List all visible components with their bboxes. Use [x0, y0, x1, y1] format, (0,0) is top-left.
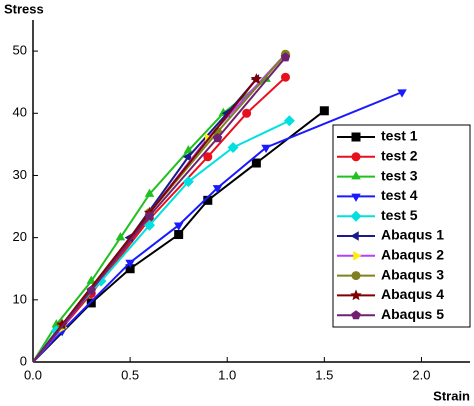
y-tick-label: 40 — [13, 105, 27, 120]
legend-marker — [351, 132, 361, 142]
legend-label: test 4 — [381, 187, 418, 203]
marker — [280, 52, 291, 62]
legend-label: test 3 — [381, 167, 418, 183]
x-tick-label: 1.5 — [315, 367, 333, 382]
legend-label: Abaqus 3 — [381, 266, 444, 282]
legend-label: Abaqus 5 — [381, 306, 444, 322]
marker — [251, 158, 261, 168]
legend-label: test 5 — [381, 207, 418, 223]
marker — [125, 264, 135, 274]
legend-marker — [351, 310, 361, 320]
x-tick-label: 0.0 — [24, 367, 42, 382]
marker — [86, 285, 97, 295]
y-tick-label: 10 — [13, 291, 27, 306]
marker — [115, 232, 126, 241]
marker — [144, 210, 155, 220]
legend-marker — [353, 251, 362, 261]
legend-label: Abaqus 4 — [381, 286, 444, 302]
marker — [56, 318, 68, 330]
marker — [125, 259, 135, 269]
series-line — [32, 76, 287, 363]
x-tick-label: 1.0 — [218, 367, 236, 382]
legend-marker — [351, 152, 361, 162]
marker — [203, 152, 213, 162]
marker — [397, 89, 407, 98]
y-tick-label: 20 — [13, 229, 27, 244]
y-tick-label: 0 — [20, 353, 27, 368]
legend-label: test 1 — [381, 128, 418, 144]
marker — [182, 152, 192, 162]
series-line — [32, 78, 267, 363]
x-tick-label: 0.5 — [121, 367, 139, 382]
marker — [144, 219, 156, 231]
x-tick-label: 2.0 — [412, 367, 430, 382]
legend-marker — [350, 289, 362, 301]
marker — [86, 275, 97, 284]
legend-label: Abaqus 2 — [381, 247, 444, 263]
marker — [261, 144, 271, 153]
y-tick-label: 50 — [13, 43, 27, 58]
marker — [144, 188, 155, 197]
y-axis-label: Stress — [4, 1, 44, 16]
legend-marker — [350, 231, 359, 241]
legend-label: Abaqus 1 — [381, 227, 444, 243]
marker — [280, 72, 290, 82]
legend-label: test 2 — [381, 148, 418, 164]
marker — [319, 106, 329, 116]
marker — [183, 145, 194, 154]
marker — [212, 185, 223, 194]
marker — [173, 222, 184, 231]
legend-marker — [351, 171, 361, 180]
marker — [283, 115, 295, 127]
legend-marker — [351, 271, 361, 281]
marker — [227, 141, 239, 153]
marker — [212, 133, 223, 143]
legend-marker — [350, 210, 362, 222]
y-tick-label: 30 — [13, 167, 27, 182]
series-line — [32, 119, 290, 363]
marker — [250, 73, 263, 84]
x-axis-label: Strain — [433, 388, 470, 403]
marker — [182, 176, 194, 188]
marker — [174, 230, 184, 240]
marker — [242, 108, 252, 118]
legend-marker — [351, 193, 361, 202]
